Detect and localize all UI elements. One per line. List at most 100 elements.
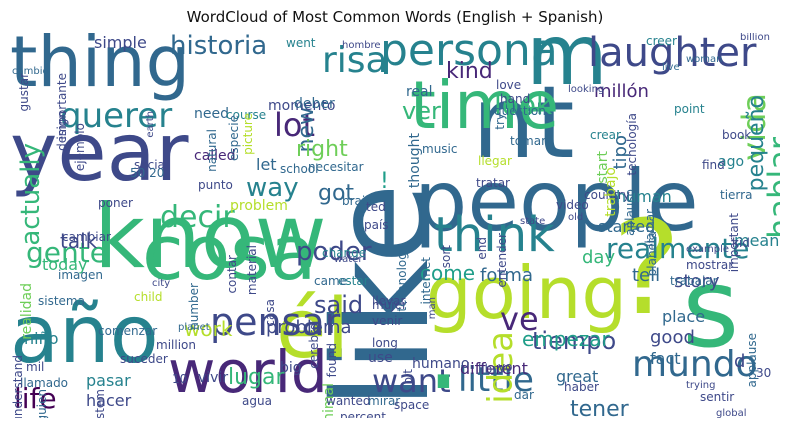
word-42: got <box>318 181 355 206</box>
word-138: comenzar <box>98 324 158 338</box>
word-171: mirar <box>368 394 401 408</box>
word-80: real <box>406 84 433 100</box>
word-111: child <box>134 290 163 304</box>
word-67: hacer <box>86 391 132 410</box>
word-48: life <box>14 382 57 415</box>
word-133: llamado <box>20 376 69 390</box>
word-195: 10 <box>172 372 188 386</box>
word-158: found <box>325 343 339 378</box>
word-87: started <box>598 217 656 236</box>
word-106: change <box>322 246 367 260</box>
word-6: m <box>526 33 608 104</box>
word-74: momento <box>268 98 336 114</box>
word-186: live <box>662 62 680 73</box>
word-34: way <box>246 173 299 203</box>
word-50: lugar <box>228 365 285 390</box>
word-61: good <box>650 327 695 348</box>
word-139: understand <box>11 355 25 418</box>
word-93: thought <box>407 133 423 189</box>
word-188: example <box>686 244 730 255</box>
word-37: actually <box>16 143 46 246</box>
word-145: earth <box>145 111 156 138</box>
word-68: great <box>556 367 599 386</box>
word-112: cambiar <box>62 230 111 244</box>
word-41: right <box>296 137 348 162</box>
word-32: ver <box>402 97 441 125</box>
word-165: entender <box>495 233 509 288</box>
word-12: año <box>10 288 159 381</box>
word-194: global <box>716 408 747 419</box>
word-79: went <box>286 36 316 50</box>
word-167: old <box>568 212 584 223</box>
word-160: ted <box>366 200 386 214</box>
word-10: time <box>410 67 560 144</box>
word-43: ! <box>380 169 389 194</box>
word-132: million <box>156 338 196 352</box>
word-182: tierra <box>720 188 753 202</box>
word-105: kid <box>732 236 750 250</box>
word-58: tell <box>632 265 661 286</box>
word-92: long <box>372 336 398 350</box>
word-22: decir <box>160 200 235 235</box>
word-121: hand <box>500 92 531 106</box>
word-81: human <box>616 187 672 206</box>
word-179: tecnología <box>625 113 639 176</box>
word-101: crear <box>590 128 621 142</box>
word-180: trabajar <box>670 274 718 288</box>
word-116: necesitar <box>308 160 364 174</box>
word-24: mundo <box>632 344 758 385</box>
word-23: pensar <box>210 300 341 344</box>
word-135: mil <box>26 360 45 374</box>
word-146: natural <box>205 129 219 172</box>
word-190: trying <box>686 380 716 391</box>
word-166: state <box>520 216 546 227</box>
word-88: big <box>280 360 302 376</box>
word-47: empezar <box>522 327 610 351</box>
figure-title: WordCloud of Most Common Words (English … <box>186 8 604 26</box>
word-2: year <box>10 106 189 199</box>
word-114: social <box>134 158 169 172</box>
word-77: deber <box>294 96 335 112</box>
word-52: pequeño <box>744 95 769 192</box>
word-110: sistema <box>38 294 85 308</box>
word-115: punto <box>198 178 233 192</box>
word-26: little <box>458 360 534 400</box>
word-75: called <box>194 148 236 164</box>
word-53: millón <box>594 81 649 102</box>
word-163: sort <box>439 245 453 269</box>
word-143: design <box>55 111 69 151</box>
word-13: going <box>426 251 628 335</box>
word-187: looking <box>568 84 605 95</box>
word-140: gustar <box>17 73 31 112</box>
word-46: tener <box>570 397 629 419</box>
word-85: problem <box>230 198 288 214</box>
word-33: lot <box>274 106 316 144</box>
word-27: ve <box>500 300 539 338</box>
word-63: fact <box>650 349 681 368</box>
word-113: poner <box>98 196 133 210</box>
word-18: laughter <box>588 33 757 76</box>
word-154: planet <box>178 322 210 333</box>
word-170: llevar <box>372 294 406 308</box>
word-103: find <box>702 158 725 172</box>
word-99: tratar <box>476 176 510 190</box>
word-14: él <box>276 282 350 377</box>
word-168: video <box>556 198 589 212</box>
word-104: point <box>674 102 705 116</box>
word-69: different <box>460 359 528 378</box>
word-191: sentir <box>700 390 735 404</box>
word-197: . <box>426 286 461 414</box>
word-144: cambio <box>12 66 49 77</box>
word-86: brain <box>342 194 373 208</box>
word-62: place <box>662 307 706 326</box>
word-159: water <box>334 254 363 265</box>
word-72: niño <box>24 329 59 348</box>
word-142: ejemplo <box>73 123 87 172</box>
word-107: país <box>364 218 389 232</box>
word-60: problema <box>266 317 352 338</box>
word-71: today <box>42 255 88 274</box>
word-172: bit <box>401 369 415 385</box>
word-7: people <box>414 152 699 250</box>
word-45: tiempo <box>532 327 617 355</box>
